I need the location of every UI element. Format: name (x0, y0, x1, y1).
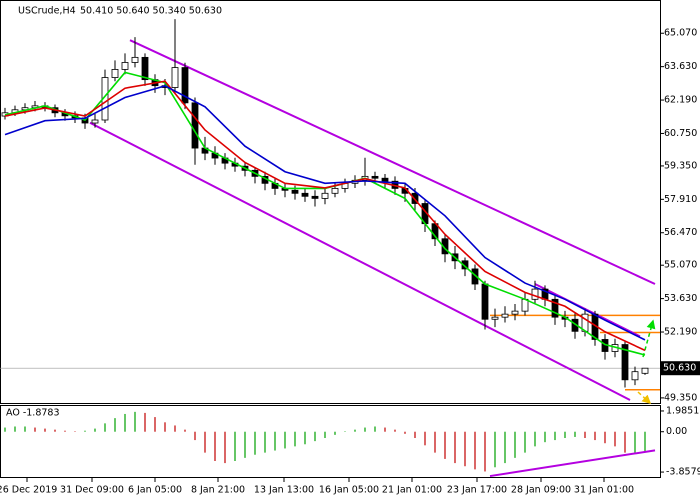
candle-body (121, 62, 129, 70)
candle-body (491, 316, 499, 320)
candle-body (441, 238, 449, 255)
candle-body (301, 192, 309, 197)
x-tick-label: 31 Jan 01:00 (574, 485, 634, 496)
candle-body (191, 102, 199, 149)
ao-panel (0, 405, 661, 478)
x-tick-label: 23 Jan 17:00 (447, 485, 507, 496)
candle-body (111, 69, 119, 78)
price-panel (0, 0, 661, 404)
candle-body (291, 189, 299, 194)
last-price-box (660, 361, 700, 376)
y-tick-label: 63.630 (664, 61, 697, 72)
y-tick-label: 59.350 (664, 160, 697, 171)
x-tick-label: 28 Jan 09:00 (511, 485, 571, 496)
y-tick-label: 52.190 (664, 327, 697, 338)
candle-body (91, 119, 99, 124)
candle-body (471, 268, 479, 285)
y-tick-label: 57.910 (664, 194, 697, 205)
candle-body (511, 310, 519, 315)
y-tick-label: 55.070 (664, 260, 697, 271)
candle-body (321, 192, 329, 199)
y-tick-label: -3.8579 (666, 467, 700, 478)
x-tick-label: 8 Jan 21:00 (191, 485, 245, 496)
x-tick-label: 26 Dec 2019 (0, 485, 57, 496)
chart-title: USCrude,H4 (18, 6, 76, 17)
candle-body (461, 260, 469, 270)
y-tick-label: 60.750 (664, 128, 697, 139)
candle-body (481, 283, 489, 320)
moving-average (4, 80, 646, 352)
candle-body (181, 67, 189, 104)
x-tick-label: 31 Dec 09:00 (60, 485, 124, 496)
candle-body (311, 195, 319, 199)
candle-body (131, 56, 139, 63)
x-tick-label: 16 Jan 05:00 (319, 485, 379, 496)
y-tick-label: 0.00 (666, 426, 687, 437)
candle-body (641, 367, 649, 374)
candle-body (171, 67, 179, 88)
y-tick-label: 53.630 (664, 293, 697, 304)
candle-body (531, 288, 539, 300)
last-price-label: 50.630 (663, 363, 696, 374)
chart-subtitle: 50.410 50.640 50.340 50.630 (80, 6, 222, 17)
ao-title: AO -1.8783 (6, 408, 60, 419)
candle-body (621, 344, 629, 381)
candle-body (381, 177, 389, 182)
x-tick-label: 13 Jan 13:00 (254, 485, 314, 496)
candle-body (371, 175, 379, 179)
y-tick-label: 49.350 (664, 392, 697, 403)
trendline (89, 121, 631, 401)
candle-body (331, 188, 339, 194)
candle-body (141, 56, 149, 81)
candle-body (631, 371, 639, 381)
moving-average (4, 85, 646, 341)
x-tick-label: 6 Jan 05:00 (128, 485, 182, 496)
x-tick-label: 21 Jan 01:00 (382, 485, 442, 496)
moving-average (4, 71, 646, 356)
candle-body (551, 298, 559, 318)
arrow-down (637, 391, 652, 405)
candle-body (501, 313, 509, 318)
arrow-up (642, 319, 656, 358)
y-tick-label: 65.070 (664, 28, 697, 39)
trendline (129, 39, 656, 285)
trendline (489, 449, 656, 478)
y-tick-label: 62.190 (664, 95, 697, 106)
y-tick-label: 1.9851 (666, 405, 699, 416)
y-tick-label: 56.470 (664, 227, 697, 238)
